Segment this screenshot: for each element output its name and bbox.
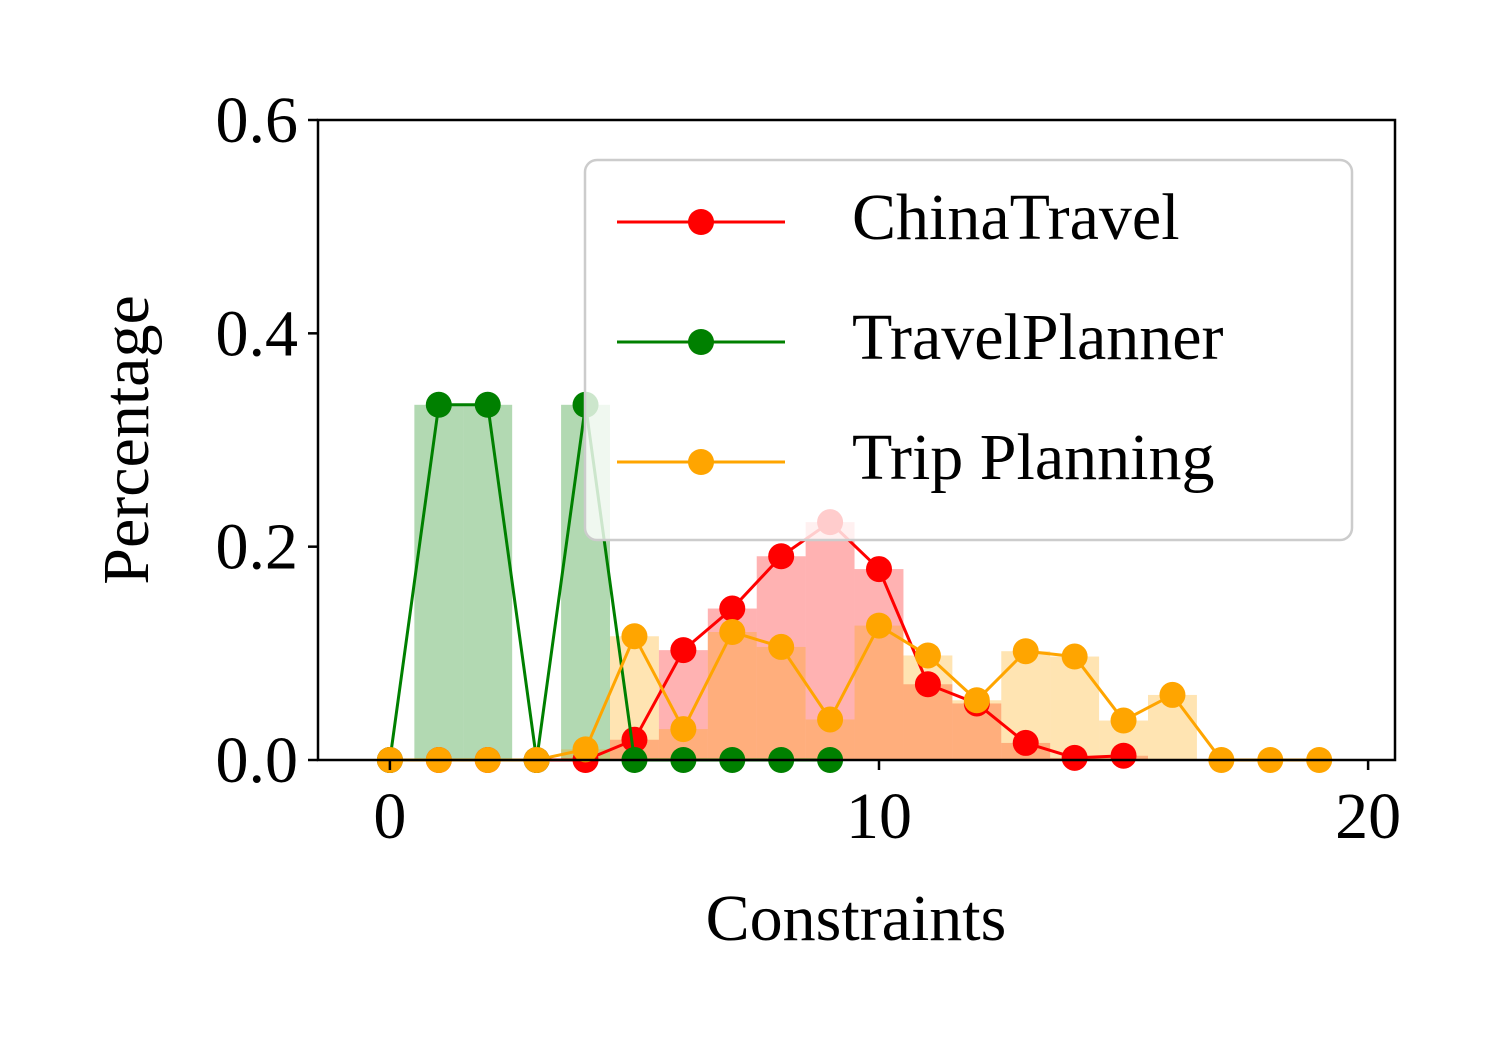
marker: [914, 671, 941, 698]
marker: [1012, 729, 1039, 756]
bar: [854, 569, 904, 760]
plot-frame: [316, 118, 1397, 762]
x-tick-label: 0: [373, 780, 406, 853]
bar: [707, 632, 757, 760]
marker: [719, 619, 746, 645]
x-tick-label: 20: [1335, 780, 1401, 853]
marker: [474, 391, 501, 418]
bar: [756, 646, 806, 760]
marker: [768, 633, 795, 660]
marker: [621, 726, 648, 753]
bar: [463, 404, 513, 760]
marker: [1110, 707, 1137, 734]
marker: [768, 543, 795, 570]
x-tick-label: 10: [846, 780, 912, 853]
bar: [854, 625, 904, 760]
marker: [865, 612, 892, 639]
x-axis-label: Constraints: [706, 882, 1007, 955]
y-tick-label: 0.4: [216, 297, 299, 370]
legend: ChinaTravel TravelPlanner Trip Planning: [583, 158, 1354, 542]
bar: [1050, 656, 1100, 760]
marker: [719, 595, 746, 622]
y-tick-label: 0.6: [216, 84, 299, 157]
marker: [670, 716, 697, 743]
legend-label: Trip Planning: [852, 421, 1214, 494]
y-axis-label: Percentage: [90, 295, 163, 585]
marker: [670, 637, 697, 664]
bar: [414, 404, 464, 760]
marker: [1012, 638, 1039, 665]
legend-marker: [688, 329, 714, 355]
legend-box: [583, 158, 1354, 542]
marker: [1061, 643, 1088, 670]
marker: [817, 706, 844, 733]
legend-marker: [688, 449, 714, 475]
marker: [1061, 744, 1088, 771]
legend-marker: [688, 209, 714, 235]
marker: [572, 736, 599, 763]
legend-label: TravelPlanner: [852, 301, 1224, 374]
marker: [963, 687, 990, 714]
marker: [1159, 681, 1186, 708]
y-tick-label: 0.0: [216, 724, 299, 797]
marker: [914, 642, 941, 669]
marker: [1110, 742, 1137, 769]
marker: [865, 556, 892, 583]
marker: [621, 623, 648, 650]
legend-label: ChinaTravel: [852, 181, 1180, 254]
marker: [425, 391, 452, 418]
y-tick-label: 0.2: [216, 511, 299, 584]
